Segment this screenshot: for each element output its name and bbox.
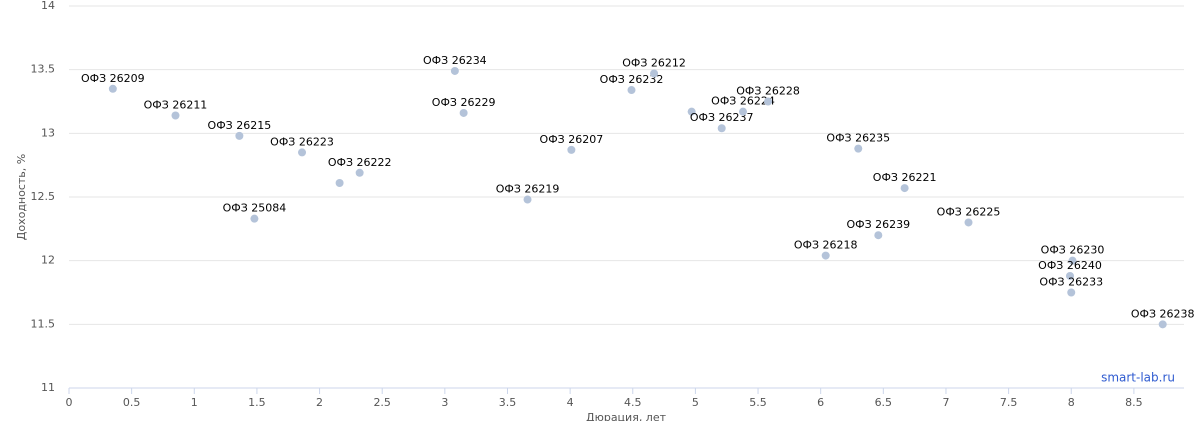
point: [567, 145, 576, 154]
point: [171, 111, 180, 120]
x-tick-label: 6.5: [875, 396, 893, 409]
point: [108, 84, 117, 93]
x-tick-label: 2: [316, 396, 323, 409]
point-label: ОФЗ 26223: [270, 135, 334, 148]
x-tick-label: 8: [1068, 396, 1075, 409]
point-label: ОФЗ 26212: [622, 56, 686, 69]
point-label: ОФЗ 26230: [1041, 244, 1105, 257]
y-tick-label: 13: [41, 126, 55, 139]
point-label: ОФЗ 26237: [690, 111, 754, 124]
x-tick-label: 2.5: [373, 396, 391, 409]
x-tick-label: 0: [66, 396, 73, 409]
point-label: ОФЗ 26234: [423, 54, 487, 67]
point: [900, 184, 909, 193]
point-label: ОФЗ 26228: [736, 85, 800, 98]
point-label: ОФЗ 26224: [711, 95, 775, 108]
point-label: ОФЗ 26215: [208, 119, 272, 132]
point: [874, 231, 883, 240]
point: [854, 144, 863, 153]
y-tick-label: 12: [41, 254, 55, 267]
point: [450, 66, 459, 75]
x-tick-label: 8.5: [1125, 396, 1143, 409]
point: [1158, 320, 1167, 329]
point: [964, 218, 973, 227]
point-label: ОФЗ 26209: [81, 72, 145, 85]
x-axis-label: Дюрация, лет: [586, 411, 667, 421]
credit: smart-lab.ru: [1101, 371, 1175, 385]
x-tick-label: 1: [191, 396, 198, 409]
x-tick-label: 0.5: [123, 396, 141, 409]
point-label: ОФЗ 26239: [846, 218, 910, 231]
point: [627, 86, 636, 95]
point-label: ОФЗ 26229: [432, 96, 496, 109]
y-tick-label: 14: [41, 0, 55, 12]
point: [687, 107, 696, 116]
point: [235, 131, 244, 140]
point-label: ОФЗ 25084: [223, 202, 287, 215]
y-tick-label: 12.5: [31, 190, 56, 203]
point: [250, 214, 259, 223]
point-label: ОФЗ 26233: [1039, 276, 1103, 289]
point: [821, 251, 830, 260]
point-label: ОФЗ 26225: [937, 205, 1001, 218]
point: [355, 168, 364, 177]
point: [523, 195, 532, 204]
point-label: ОФЗ 26235: [826, 132, 890, 145]
point: [298, 148, 307, 157]
point: [739, 107, 748, 116]
x-tick-label: 5: [692, 396, 699, 409]
y-tick-label: 13.5: [31, 63, 56, 76]
x-tick-label: 6: [817, 396, 824, 409]
x-tick-label: 3.5: [499, 396, 517, 409]
y-tick-label: 11.5: [31, 317, 56, 330]
point-label: ОФЗ 26218: [794, 239, 858, 252]
point-label: ОФЗ 26207: [540, 133, 604, 146]
x-tick-label: 4.5: [624, 396, 642, 409]
y-tick-label: 11: [41, 381, 55, 394]
point-label: ОФЗ 26240: [1038, 259, 1102, 272]
point: [764, 97, 773, 106]
x-tick-label: 5.5: [749, 396, 767, 409]
x-tick-label: 4: [567, 396, 574, 409]
point-label: ОФЗ 26221: [873, 171, 937, 184]
point: [650, 69, 659, 78]
point-label: ОФЗ 26222: [328, 156, 392, 169]
point-label: ОФЗ 26238: [1131, 307, 1195, 320]
point: [459, 108, 468, 117]
y-axis-label: Доходность, %: [15, 154, 28, 240]
x-tick-label: 7: [942, 396, 949, 409]
x-tick-label: 1.5: [248, 396, 266, 409]
point-label: ОФЗ 26211: [144, 99, 208, 112]
point-label: ОФЗ 26232: [600, 73, 664, 86]
point: [335, 178, 344, 187]
point: [1065, 271, 1074, 280]
point: [717, 124, 726, 133]
point: [1068, 256, 1077, 265]
point: [1067, 288, 1076, 297]
x-tick-label: 7.5: [1000, 396, 1018, 409]
point-label: ОФЗ 26219: [496, 183, 560, 196]
x-tick-label: 3: [441, 396, 448, 409]
